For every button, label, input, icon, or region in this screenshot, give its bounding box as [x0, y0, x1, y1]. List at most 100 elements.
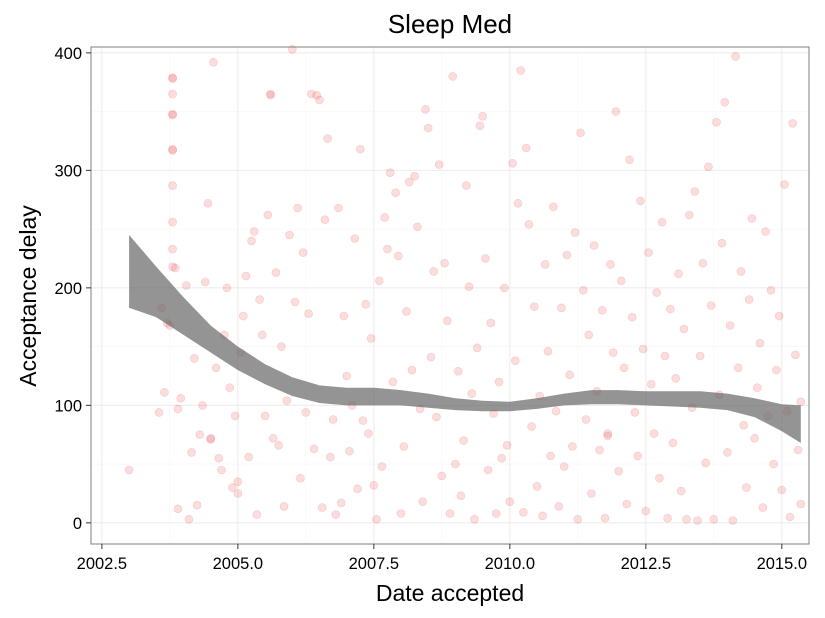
data-point [301, 408, 311, 417]
data-point [190, 354, 199, 363]
data-point [766, 285, 776, 295]
data-point [252, 510, 262, 519]
data-point [168, 181, 177, 190]
data-point [494, 377, 504, 387]
data-point [611, 107, 621, 116]
data-point [168, 73, 177, 82]
data-point [434, 160, 444, 169]
data-point [171, 263, 180, 273]
data-point [791, 350, 800, 360]
data-point [214, 453, 224, 463]
data-point [154, 408, 164, 417]
data-point [548, 202, 558, 212]
data-point [793, 445, 803, 455]
data-point [464, 282, 474, 292]
data-point [584, 330, 594, 340]
data-point [209, 57, 218, 67]
data-point [510, 356, 520, 366]
data-point [168, 217, 177, 227]
data-point [625, 155, 634, 165]
data-point [554, 502, 564, 511]
x-tick-label: 2002.5 [77, 555, 127, 573]
data-point [461, 181, 471, 190]
data-point [402, 307, 411, 316]
data-point [665, 304, 675, 314]
data-point [513, 199, 523, 208]
data-point [320, 215, 330, 224]
data-point [497, 453, 507, 463]
data-point [453, 366, 463, 376]
data-point [399, 442, 409, 451]
data-point [668, 438, 678, 448]
data-point [644, 248, 653, 257]
data-point [785, 512, 795, 522]
data-point [562, 250, 572, 260]
data-point [540, 260, 550, 269]
data-point [725, 321, 735, 330]
data-point [181, 281, 191, 290]
data-point [622, 499, 632, 509]
data-point [385, 168, 395, 177]
data-point [589, 241, 599, 250]
data-point [655, 473, 664, 483]
data-point [228, 483, 237, 492]
data-point [293, 203, 303, 213]
data-point [742, 483, 751, 492]
data-point [124, 465, 134, 475]
data-point [559, 462, 569, 471]
data-point [684, 210, 694, 220]
data-point [160, 388, 169, 397]
data-point [168, 110, 177, 120]
data-point [701, 458, 711, 468]
data-point [263, 210, 273, 220]
data-point [581, 415, 591, 424]
data-point [736, 267, 746, 276]
data-point [377, 462, 387, 471]
data-point [391, 188, 400, 197]
data-point [225, 383, 234, 393]
data-point [630, 408, 640, 417]
data-point [529, 302, 539, 312]
data-point [695, 351, 705, 361]
data-point [222, 283, 232, 293]
data-point [328, 415, 338, 424]
data-point [663, 513, 672, 523]
data-point [198, 401, 207, 410]
data-point [274, 440, 284, 450]
x-tick-label: 2012.5 [621, 555, 671, 573]
data-point [423, 123, 433, 133]
data-point [418, 497, 428, 507]
data-point [606, 260, 615, 269]
data-point [459, 436, 468, 445]
data-point [257, 330, 267, 340]
data-point [342, 371, 352, 381]
data-point [733, 363, 743, 373]
data-point [388, 377, 398, 387]
data-point [203, 199, 213, 208]
data-point [527, 422, 536, 431]
data-point [788, 119, 798, 128]
y-tick-label: 300 [54, 162, 82, 180]
data-point [728, 516, 738, 525]
data-point [720, 97, 730, 107]
data-point [774, 311, 784, 321]
data-point [173, 504, 183, 514]
data-point [266, 90, 275, 100]
data-point [744, 295, 754, 304]
data-point [206, 433, 215, 443]
data-point [445, 509, 455, 518]
data-point [796, 499, 806, 509]
data-point [614, 466, 623, 476]
data-point [796, 397, 806, 407]
data-point [168, 109, 177, 119]
data-point [704, 162, 713, 172]
data-point [486, 318, 496, 328]
data-point [524, 220, 534, 229]
data-point [271, 268, 281, 277]
data-point [587, 489, 596, 498]
data-point [712, 117, 721, 127]
data-point [429, 267, 439, 276]
data-point [290, 297, 300, 307]
